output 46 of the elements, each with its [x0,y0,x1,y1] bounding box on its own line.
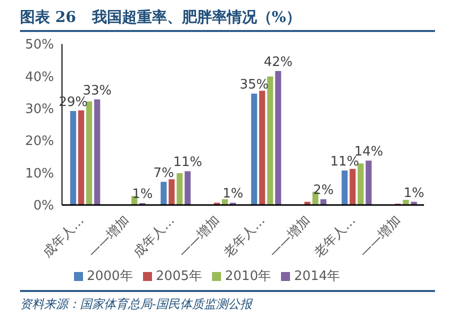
y-tick-label: 20% [25,134,54,150]
x-tick-label: 老年人… [221,213,268,261]
x-tick-label: 成年人… [40,213,88,261]
bar [275,71,282,205]
data-label: 11% [330,154,360,170]
y-tick-label: 40% [25,70,54,85]
data-label: 7% [153,166,174,181]
data-label: 11% [173,155,202,170]
bar [70,110,76,205]
legend-label: 2010年 [225,269,272,284]
legend-label: 2000年 [86,269,133,284]
bar [342,170,348,205]
legend-label: 2014年 [294,269,340,284]
y-tick-label: 50% [25,38,54,53]
x-tick-label: ——增加 [176,213,224,261]
bar [251,94,258,205]
bar [267,76,274,205]
text: 资料来源：国家体育总局-国民体质监测公报 [20,296,254,313]
bar [222,199,228,205]
bar [86,101,92,205]
data-label: 2% [313,183,334,198]
x-tick-label: 成年人… [130,213,178,261]
bar [184,171,191,205]
bar [350,168,356,205]
bar [320,199,326,205]
data-label: 1% [222,186,244,202]
y-tick-label: 0% [33,198,54,214]
y-tick-label: 10% [25,166,54,182]
x-tick-label: ——增加 [356,213,404,261]
x-tick-label: 老年人… [312,213,359,261]
bar [358,163,364,205]
data-label: 1% [132,187,153,202]
bar [168,179,175,205]
y-tick-label: 30% [25,102,54,118]
bar [176,173,183,205]
bar [160,182,167,205]
bar [94,99,100,205]
bar [78,110,84,205]
x-tick-label: ——增加 [266,213,314,261]
data-label: 42% [264,55,293,70]
x-tick-label: ——增加 [85,213,133,261]
data-label: 1% [404,186,424,201]
chart-title: 图表 26 我国超重率、肥胖率情况（%） [20,8,435,32]
bar [259,90,266,205]
legend-label: 2005年 [156,269,202,284]
bar [366,160,372,205]
